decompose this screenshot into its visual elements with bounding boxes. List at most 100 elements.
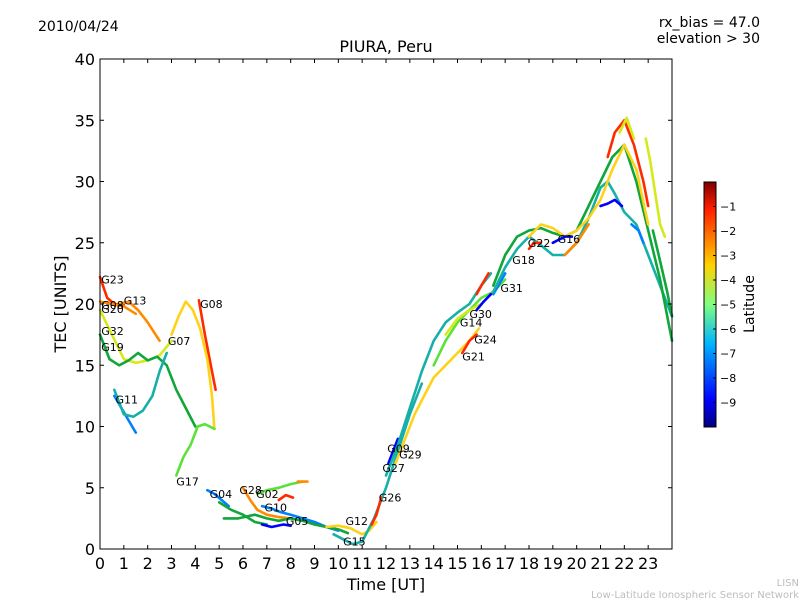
- colorbar-ticks: −1 −2 −3 −4 −5 −6 −7 −8 −9: [713, 201, 736, 410]
- satellite-label-g19: G19: [101, 341, 124, 354]
- satellite-label-g28: G28: [239, 484, 262, 497]
- colorbar-tick-label: −8: [720, 372, 736, 385]
- series-g30: [475, 292, 493, 312]
- series-g16c: [551, 235, 574, 245]
- x-tick-label: 23: [638, 554, 658, 573]
- series-g22b: [527, 241, 543, 251]
- satellite-label-g10: G10: [265, 501, 288, 514]
- x-tick-label: 0: [95, 554, 105, 573]
- series-g12: [325, 520, 378, 536]
- satellite-label-g24: G24: [474, 334, 497, 347]
- satellite-label-g31: G31: [500, 282, 523, 295]
- colorbar-tick-label: −5: [720, 299, 736, 312]
- y-tick-label: 40: [75, 50, 95, 69]
- satellite-label-g02: G02: [256, 488, 279, 501]
- x-tick-label: 7: [262, 554, 272, 573]
- satellite-label-g08: G08: [101, 299, 124, 312]
- satellite-label-g11: G11: [116, 394, 139, 407]
- colorbar-tick-label: −3: [720, 250, 736, 263]
- series-g05b: [260, 523, 293, 529]
- rx-bias-text: rx_bias = 47.0: [659, 15, 760, 31]
- x-tick-label: 22: [614, 554, 634, 573]
- watermark-lisn: LISN: [777, 578, 799, 589]
- x-tick-label: 10: [328, 554, 348, 573]
- satellite-label-g21: G21: [462, 351, 485, 364]
- series-g01: [644, 137, 667, 238]
- satellite-label-g27: G27: [382, 462, 405, 475]
- y-tick-label: 0: [85, 540, 95, 559]
- series-g14: [444, 302, 483, 336]
- satellite-label-g13: G13: [124, 294, 147, 307]
- x-tick-label: 6: [238, 554, 248, 573]
- x-tick-label: 12: [376, 554, 396, 573]
- series-g31: [491, 272, 507, 296]
- series-g18: [491, 180, 674, 318]
- satellite-label-g12: G12: [346, 515, 369, 528]
- x-tick-label: 11: [352, 554, 372, 573]
- satellite-label-g07: G07: [168, 335, 191, 348]
- series-g04: [206, 488, 230, 508]
- colorbar-tick-label: −4: [720, 274, 736, 287]
- series-g29: [394, 327, 481, 465]
- y-axis-label: TEC [UNITS]: [51, 256, 70, 354]
- series-g32: [98, 308, 173, 365]
- series-g10b: [277, 493, 295, 502]
- colorbar-tick-label: −6: [720, 323, 736, 336]
- elevation-text: elevation > 30: [657, 31, 760, 47]
- satellite-label-g26: G26: [379, 492, 402, 505]
- y-tick-label: 20: [75, 295, 95, 314]
- series-g04b: [217, 501, 269, 526]
- x-tick-label: 5: [214, 554, 224, 573]
- series-g28: [241, 486, 293, 520]
- satellite-label-g14: G14: [460, 316, 483, 329]
- colorbar-tick-label: −2: [720, 225, 736, 238]
- chart-title: PIURA, Peru: [339, 37, 432, 56]
- series-g25: [606, 119, 650, 208]
- series-g26: [370, 496, 383, 526]
- x-tick-label: 17: [495, 554, 515, 573]
- series-g07: [170, 300, 216, 431]
- y-tick-label: 30: [75, 173, 95, 192]
- series-g27: [387, 437, 400, 465]
- x-tick-label: 4: [190, 554, 200, 573]
- series-g21: [460, 333, 478, 355]
- x-tick-label: 13: [400, 554, 420, 573]
- x-tick-label: 21: [590, 554, 610, 573]
- date-text: 2010/04/24: [38, 19, 119, 35]
- x-tick-label: 8: [286, 554, 296, 573]
- satellite-label-g23: G23: [101, 274, 124, 287]
- satellite-label-g22: G22: [528, 237, 551, 250]
- satellite-label-g30: G30: [469, 308, 492, 321]
- satellite-label-g17: G17: [176, 476, 199, 489]
- series-g17: [175, 422, 216, 477]
- satellite-label-g08: G08: [200, 298, 223, 311]
- y-tick-label: 10: [75, 418, 95, 437]
- series-g16b: [563, 223, 590, 257]
- satellite-label-g18: G18: [512, 254, 535, 267]
- series-g13: [117, 300, 161, 343]
- x-tick-label: 16: [471, 554, 491, 573]
- x-tick-label: 3: [166, 554, 176, 573]
- series-g11b: [113, 351, 168, 419]
- colorbar-tick-label: −7: [720, 348, 736, 361]
- satellite-label-g16: G16: [558, 233, 581, 246]
- x-tick-label: 14: [423, 554, 443, 573]
- y-tick-label: 15: [75, 356, 95, 375]
- series-g25c: [599, 198, 624, 208]
- satellite-label-g32: G32: [101, 325, 124, 338]
- series-g25d: [630, 223, 645, 245]
- x-tick-label: 20: [566, 554, 586, 573]
- satellite-label-g20: G20: [101, 303, 124, 316]
- satellite-label-g05: G05: [286, 515, 309, 528]
- series-g09: [384, 272, 493, 477]
- x-tick-label: 15: [447, 554, 467, 573]
- x-tick-label: 18: [519, 554, 539, 573]
- x-tick-label: 19: [543, 554, 563, 573]
- colorbar-tick-label: −1: [720, 201, 736, 214]
- series-g22: [491, 143, 674, 343]
- satellite-label-g04: G04: [210, 488, 233, 501]
- x-tick-label: 2: [143, 554, 153, 573]
- series-g25b: [618, 116, 636, 140]
- colorbar-label: Latitude: [742, 275, 758, 333]
